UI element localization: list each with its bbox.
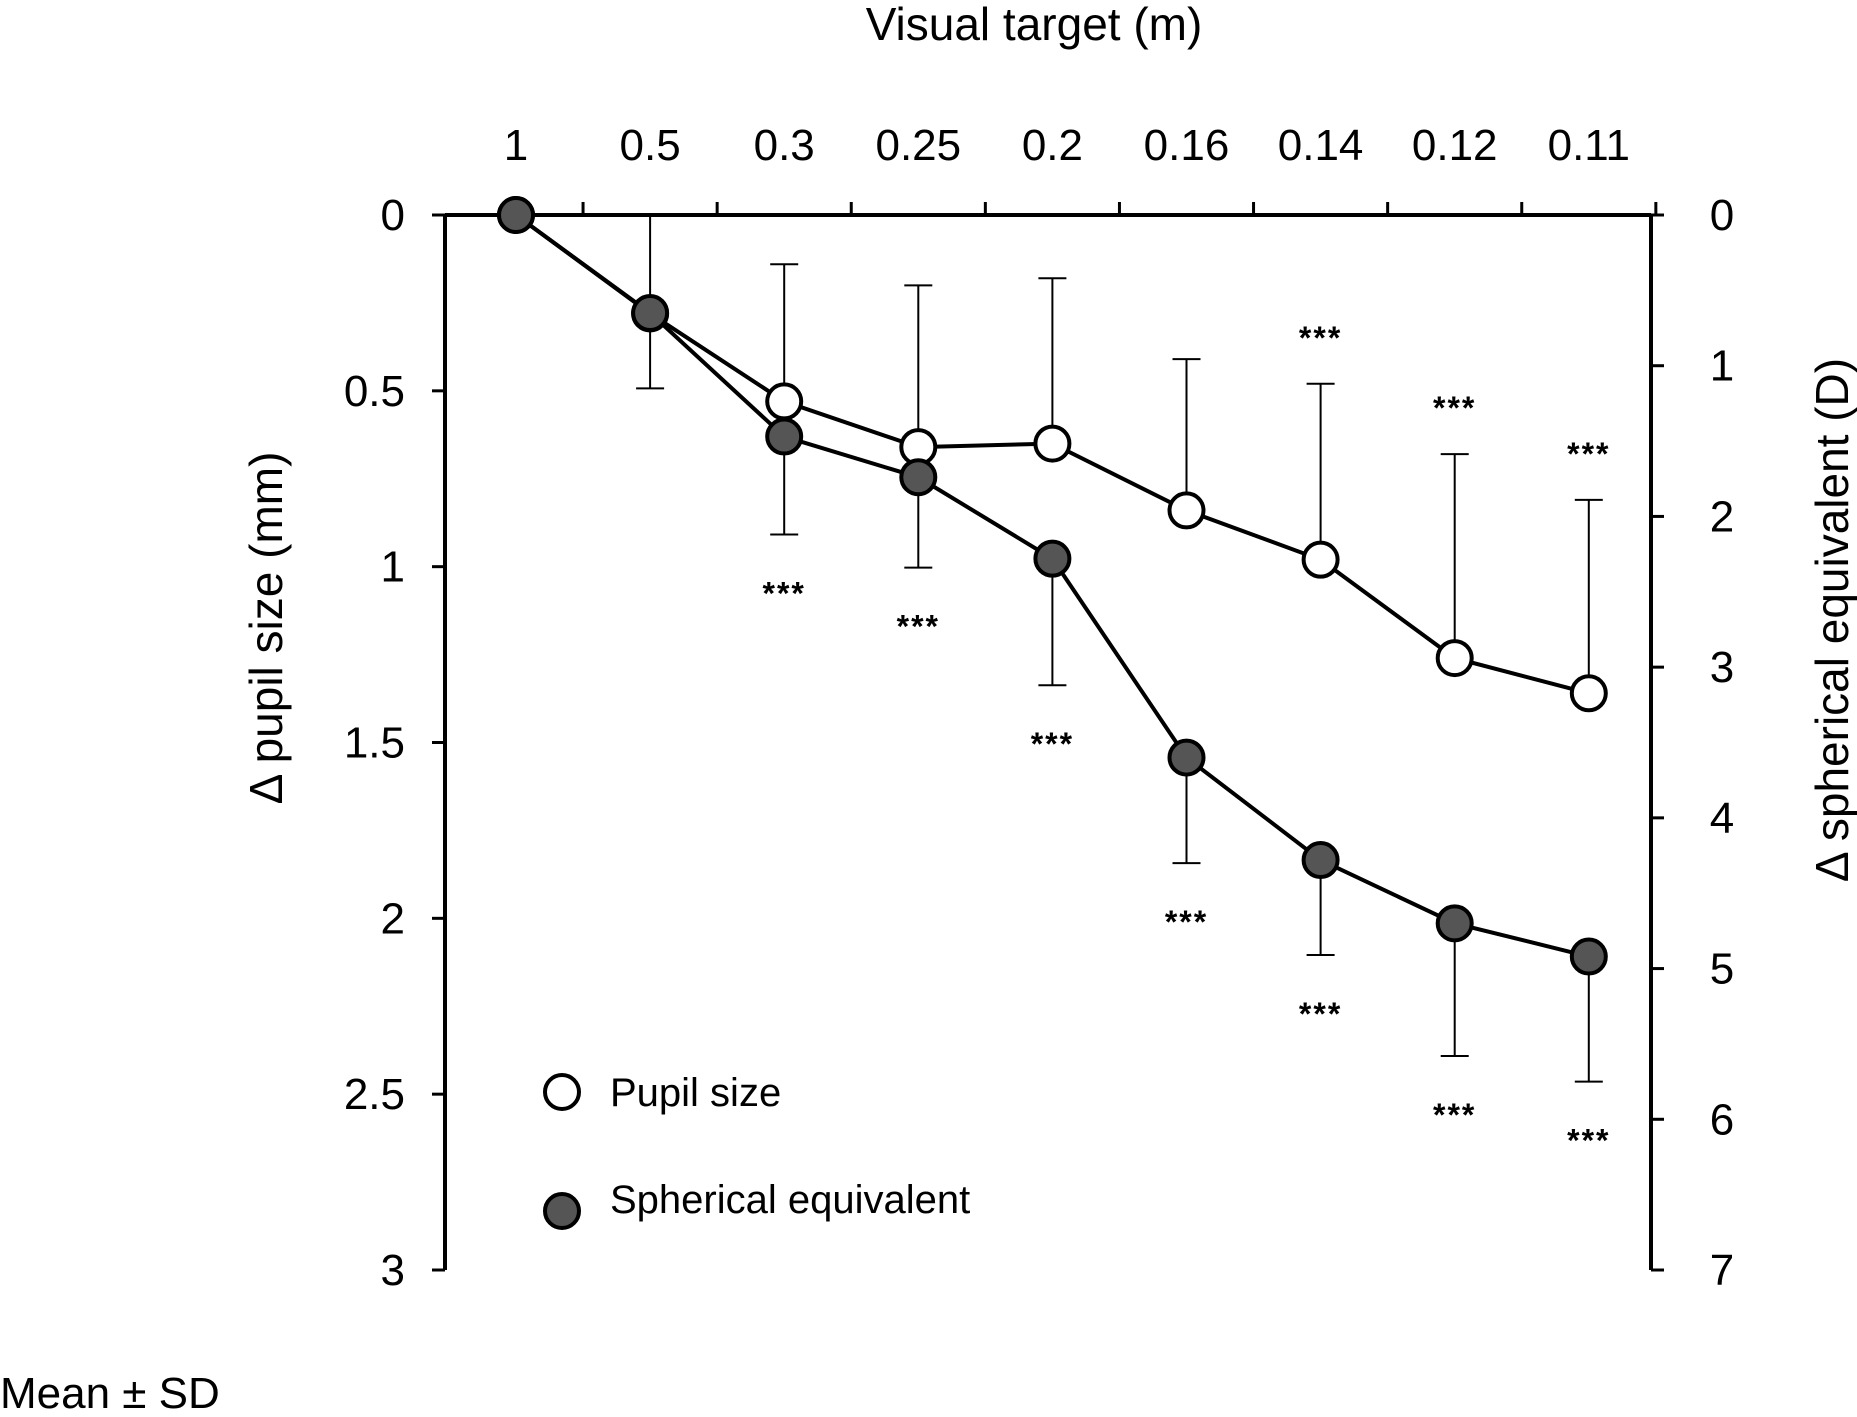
legend-pupil-marker — [543, 1073, 581, 1111]
right-tick-label: 5 — [1710, 945, 1734, 994]
top-tick-label: 0.2 — [1022, 121, 1083, 170]
se-significance: *** — [1567, 1123, 1610, 1159]
spherical-equivalent-point — [497, 196, 535, 234]
se-significance: *** — [1031, 726, 1074, 762]
left-tick-label: 1 — [381, 543, 405, 592]
legend-se-marker — [543, 1192, 581, 1230]
legend-se-label: Spherical equivalent — [610, 1178, 970, 1222]
left-axis-title: Δ pupil size (mm) — [240, 452, 292, 805]
top-tick-label: 0.11 — [1548, 121, 1630, 170]
top-tick-label: 0.14 — [1278, 121, 1364, 170]
se-significance: *** — [763, 576, 806, 612]
right-tick-label: 4 — [1710, 794, 1734, 843]
top-tick-label: 1 — [504, 121, 528, 170]
right-tick-label: 7 — [1710, 1246, 1734, 1295]
spherical-equivalent-point — [1435, 904, 1474, 943]
top-tick-label: 0.25 — [875, 121, 961, 170]
series-markers — [497, 196, 1608, 976]
spherical-equivalent-point — [765, 417, 804, 456]
se-significance: *** — [1433, 1097, 1476, 1133]
right-tick-label: 6 — [1710, 1095, 1734, 1144]
left-tick-label: 1.5 — [344, 719, 405, 768]
left-tick-label: 0.5 — [344, 367, 405, 416]
left-tick-label: 2 — [381, 894, 405, 943]
pupil-size-point — [1435, 639, 1474, 678]
se-significance: *** — [1165, 904, 1208, 940]
pupil-size-point — [1033, 424, 1072, 463]
legend: Pupil size Spherical equivalent — [543, 1071, 970, 1230]
right-tick-label: 2 — [1710, 492, 1734, 541]
right-tick-label: 3 — [1710, 643, 1734, 692]
error-bars — [636, 214, 1603, 1083]
pupil-significance: *** — [1433, 390, 1476, 426]
right-axis-title: Δ spherical equivalent (D) — [1806, 358, 1857, 882]
spherical-equivalent-point — [1033, 539, 1072, 578]
se-significance: *** — [1299, 996, 1342, 1032]
pupil-significance: *** — [1299, 320, 1342, 356]
axes: 1 0.5 0.3 0.25 0.2 0.16 0.14 0.12 0.11 0 0.5 1 1.5 2 2… — [344, 121, 1734, 1295]
left-tick-label: 3 — [381, 1246, 405, 1295]
left-tick-label: 0 — [381, 191, 405, 240]
significance-labels: *** *** *** *** *** *** *** *** *** *** — [763, 320, 1610, 1159]
mean-sd-note: Mean ± SD — [0, 1369, 220, 1417]
right-tick-label: 1 — [1710, 342, 1734, 391]
spherical-equivalent-point — [899, 458, 938, 497]
pupil-size-point — [1167, 491, 1206, 530]
spherical-equivalent-point — [1301, 841, 1340, 880]
top-tick-label: 0.12 — [1412, 121, 1498, 170]
spherical-equivalent-point — [631, 293, 670, 332]
right-tick-label: 0 — [1710, 191, 1734, 240]
top-axis-title: Visual target (m) — [866, 0, 1203, 50]
pupil-size-point — [1569, 674, 1608, 713]
spherical-equivalent-point — [1569, 937, 1608, 976]
top-tick-label: 0.3 — [754, 121, 815, 170]
legend-pupil-label: Pupil size — [610, 1071, 781, 1115]
pupil-size-point — [1301, 540, 1340, 579]
left-tick-label: 2.5 — [344, 1070, 405, 1119]
top-tick-label: 0.5 — [620, 121, 681, 170]
pupil-size-point — [765, 382, 804, 421]
pupil-significance: *** — [1567, 436, 1610, 472]
spherical-equivalent-point — [1167, 738, 1206, 777]
top-tick-label: 0.16 — [1144, 121, 1230, 170]
se-significance: *** — [897, 609, 940, 645]
